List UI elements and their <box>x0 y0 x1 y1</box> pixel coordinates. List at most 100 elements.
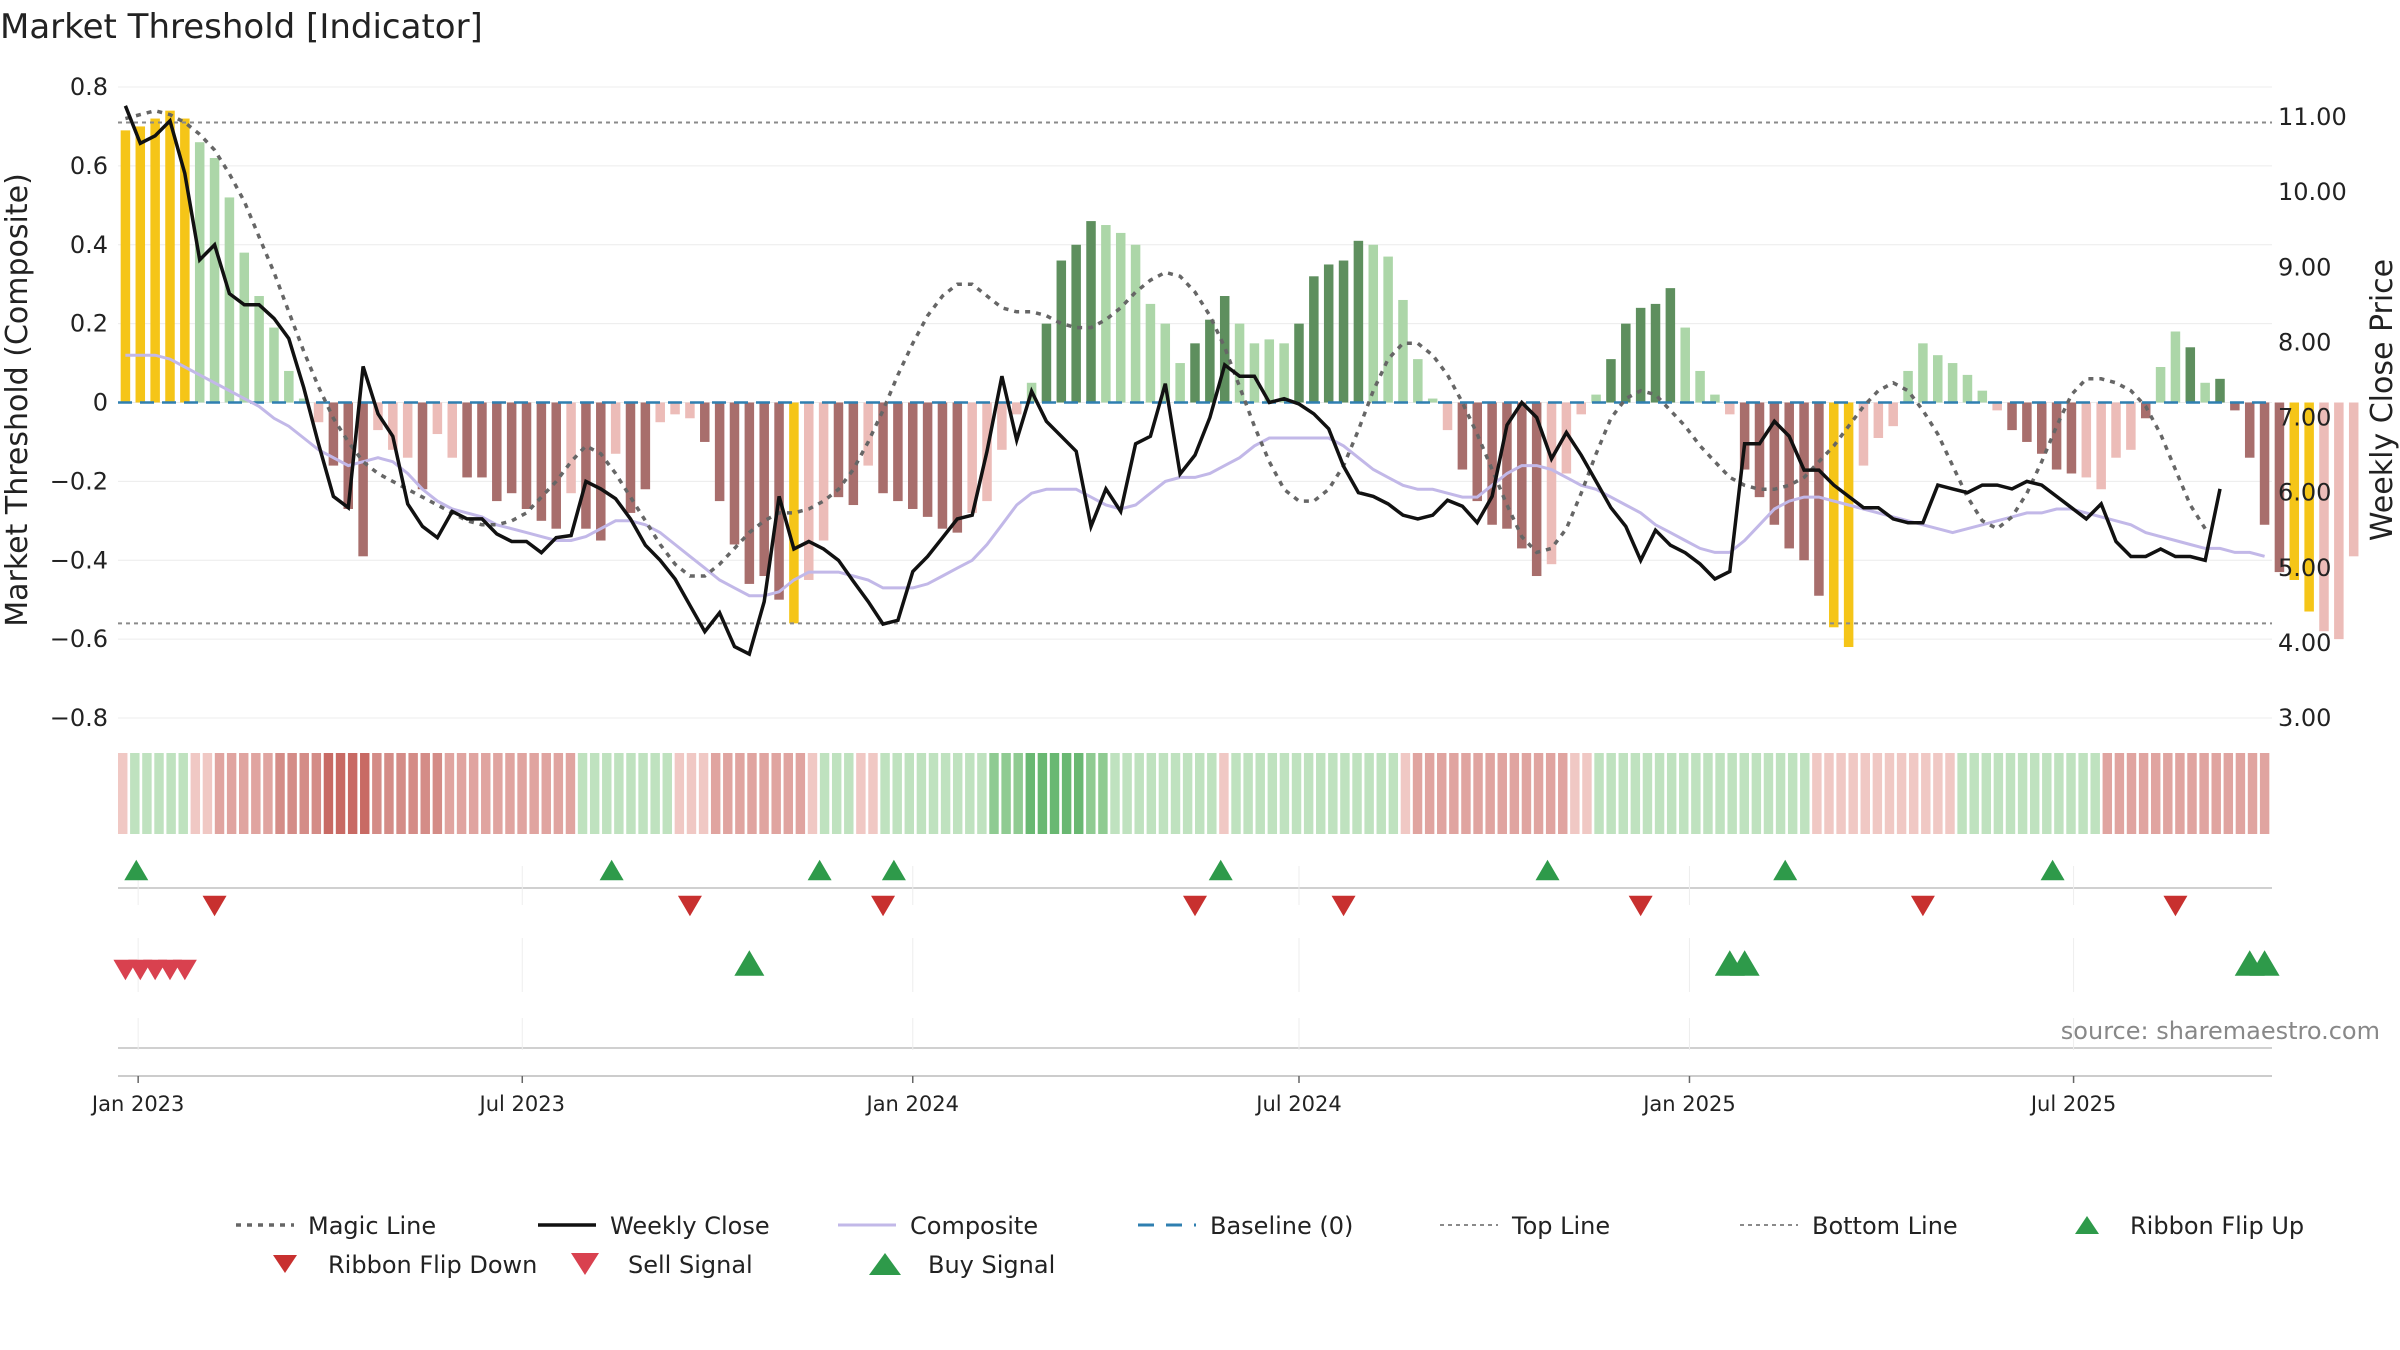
ribbon-flip-up-marker <box>881 859 906 881</box>
composite-bar <box>1606 359 1616 403</box>
composite-bar <box>239 252 250 403</box>
composite-bar <box>1858 402 1869 466</box>
ribbon-cell <box>1025 753 1036 834</box>
ribbon-cell <box>650 753 660 834</box>
ribbon-cell <box>166 753 176 834</box>
ribbon-cell <box>323 753 334 834</box>
composite-bar <box>2304 402 2314 612</box>
composite-bar <box>2230 402 2240 411</box>
ribbon-flip-up-marker <box>1773 859 1798 881</box>
composite-bar <box>1933 355 1943 403</box>
ribbon-cell <box>1231 753 1241 834</box>
ribbon-cell <box>529 753 539 834</box>
composite-bar <box>477 402 487 478</box>
magic-line <box>124 108 2207 578</box>
ribbon-cell <box>1400 753 1411 834</box>
composite-bar <box>1517 402 1527 549</box>
composite-bar <box>1160 323 1171 403</box>
ribbon-cell <box>1134 753 1144 834</box>
ribbon-flip-down-marker <box>2163 895 2188 917</box>
legend-label: Weekly Close <box>610 1212 770 1240</box>
ribbon-cell <box>1666 753 1677 834</box>
composite-bar <box>298 398 309 403</box>
ribbon-cell <box>735 753 745 834</box>
ribbon-cell <box>1509 753 1520 834</box>
composite-bar <box>1769 402 1780 525</box>
ribbon-cell <box>420 753 430 834</box>
ribbon-cell <box>2211 753 2221 834</box>
ribbon-flip-down-marker <box>677 895 702 917</box>
ribbon-cell <box>214 753 225 834</box>
composite-bar <box>625 402 636 513</box>
ribbon-cell <box>154 753 164 834</box>
composite-bar <box>1338 260 1349 403</box>
ribbon-cell <box>602 753 612 834</box>
composite-bar <box>2215 378 2225 403</box>
composite-bar <box>685 402 695 419</box>
composite-bar <box>328 402 339 466</box>
composite-bar <box>1888 402 1898 427</box>
composite-bar <box>2274 402 2285 573</box>
ribbon-cell <box>844 753 854 834</box>
ribbon-cell <box>517 753 527 834</box>
composite-bar <box>997 402 1007 450</box>
left-tick-label: −0.6 <box>50 625 108 653</box>
composite-bar <box>1903 370 1913 403</box>
ribbon-cell <box>1727 753 1737 834</box>
composite-bar <box>1071 244 1081 403</box>
ribbon-cell <box>2090 753 2100 834</box>
reference-lines <box>118 121 2272 625</box>
ribbon-cell <box>1049 753 1060 834</box>
composite-bar <box>789 402 799 624</box>
composite-bar <box>818 402 829 541</box>
ribbon-cell <box>868 753 878 834</box>
ribbon-cell <box>553 753 564 834</box>
ribbon-cell <box>565 753 576 834</box>
left-tick-label: −0.4 <box>50 546 108 574</box>
composite-bar <box>1487 402 1497 525</box>
composite-bar <box>1398 299 1408 403</box>
ribbon-cell <box>771 753 781 834</box>
legend-marker <box>869 1253 901 1275</box>
composite-bar <box>1457 402 1468 470</box>
composite-bar <box>1591 394 1601 403</box>
composite-bar <box>670 402 680 415</box>
composite-bar <box>2096 402 2106 490</box>
ribbon-cell <box>2259 753 2270 834</box>
composite-bar <box>610 402 621 454</box>
ribbon-cell <box>178 753 188 834</box>
ribbon-cell <box>444 753 455 834</box>
ribbon-cell <box>928 753 939 834</box>
composite-bar <box>1829 402 1839 628</box>
composite-bar <box>447 402 457 458</box>
legend-label: Top Line <box>1511 1212 1610 1240</box>
legend-marker <box>2075 1216 2099 1234</box>
composite-bar <box>1368 244 1379 403</box>
composite-bar <box>1502 402 1512 529</box>
legend-label: Ribbon Flip Down <box>328 1251 537 1279</box>
ribbon-flip-up-marker <box>2040 859 2065 881</box>
x-tick-label: Jul 2023 <box>478 1092 565 1116</box>
composite-bar <box>2155 367 2166 403</box>
ribbon-cell <box>1376 753 1386 834</box>
composite-bar <box>863 402 873 466</box>
ribbon-cell <box>856 753 866 834</box>
right-tick-label: 5.00 <box>2278 554 2331 582</box>
legend-label: Bottom Line <box>1812 1212 1958 1240</box>
ribbon-cell <box>892 753 902 834</box>
ribbon-cell <box>747 753 757 834</box>
right-tick-label: 4.00 <box>2278 629 2331 657</box>
left-axis-ticks: 0.8 0.6 0.4 0.2 0 −0.2 −0.4 −0.6 −0.8 <box>50 73 108 732</box>
ribbon-cell <box>1679 753 1689 834</box>
ribbon-cell <box>916 753 927 834</box>
ribbon-cell <box>432 753 443 834</box>
composite-bar <box>759 402 769 577</box>
composite-bar <box>2289 402 2300 580</box>
ribbon-cell <box>1001 753 1011 834</box>
composite-bar <box>269 327 279 403</box>
ribbon-flip-down-marker <box>202 895 227 917</box>
composite-bar <box>2244 402 2255 458</box>
composite-bar <box>432 402 443 435</box>
ribbon-cell <box>226 753 237 834</box>
composite-bar <box>1992 402 2002 411</box>
